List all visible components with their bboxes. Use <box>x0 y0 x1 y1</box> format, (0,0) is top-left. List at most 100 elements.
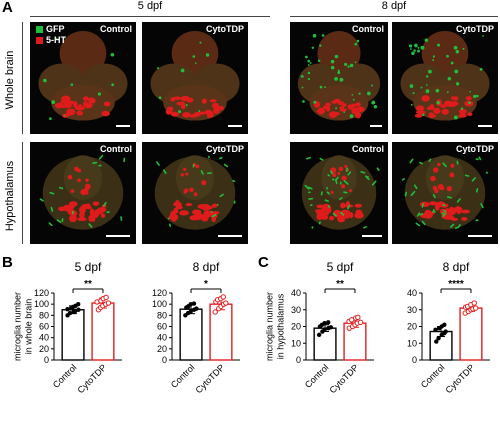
data-point <box>355 314 361 320</box>
y-tick-label: 0 <box>44 355 49 365</box>
micrograph-3: Control <box>290 22 388 134</box>
significance-label: * <box>204 279 208 290</box>
y-tick-label: 30 <box>407 305 417 315</box>
micrograph-tissue <box>401 155 489 230</box>
y-tick-label: 120 <box>152 288 167 298</box>
micrograph-tissue <box>38 30 128 121</box>
chart-3: 5 dpf 0 10 20 30 40 microglia numberin hypotha… <box>265 260 374 395</box>
y-tick-label: 20 <box>39 344 49 354</box>
legend-item-gfp: GFP <box>36 24 65 34</box>
y-tick-label: 0 <box>162 355 167 365</box>
x-tick-label: CytoTDP <box>443 362 476 395</box>
micrograph-label: CytoTDP <box>456 144 494 154</box>
scale-bar <box>228 125 242 127</box>
data-point <box>433 327 438 333</box>
y-tick-label: 20 <box>407 322 417 332</box>
scale-bar <box>116 125 130 127</box>
micrograph-tissue <box>301 155 380 230</box>
micrograph-label: CytoTDP <box>456 24 494 34</box>
data-point <box>443 329 448 334</box>
y-tick-label: 60 <box>157 322 167 332</box>
row-hypo-line <box>22 142 23 244</box>
y-axis-label-line: microglia number <box>13 292 23 361</box>
legend-swatch <box>36 25 43 33</box>
micrograph-label: Control <box>100 144 132 154</box>
panel-letter-c: C <box>258 254 269 271</box>
data-point <box>188 309 193 314</box>
significance-label: ** <box>84 279 92 290</box>
data-point <box>328 325 334 330</box>
y-tick-label: 20 <box>157 344 167 354</box>
data-point <box>322 327 327 333</box>
y-tick-label: 80 <box>39 310 49 320</box>
data-point <box>316 332 322 338</box>
micrograph-tissue <box>400 30 490 121</box>
y-tick-label: 0 <box>296 355 301 365</box>
data-point <box>436 336 441 341</box>
x-tick-label: CytoTDP <box>193 362 226 395</box>
significance-label: **** <box>448 279 464 290</box>
bar-control <box>313 327 337 361</box>
bar-control <box>179 308 203 361</box>
y-axis-label: microglia numberin whole brain <box>13 292 34 361</box>
data-point <box>194 306 199 311</box>
data-point <box>357 319 364 326</box>
y-tick-label: 80 <box>157 310 167 320</box>
bar-control <box>61 309 85 361</box>
scale-bar <box>478 125 492 127</box>
header-8dpf: 8 dpf <box>381 0 407 12</box>
y-tick-label: 40 <box>39 333 49 343</box>
data-point <box>103 294 109 301</box>
scale-bar <box>106 235 130 237</box>
micrograph-tissue <box>39 154 126 230</box>
data-point <box>76 301 81 307</box>
panel-letter-b: B <box>2 254 13 271</box>
legend-text: 5-HT <box>46 35 66 45</box>
x-tick-label: Control <box>51 362 79 390</box>
data-point <box>220 294 226 300</box>
header-5dpf: 5 dpf <box>137 0 163 12</box>
micrograph-label: Control <box>352 144 384 154</box>
micrograph-8: CytoTDP <box>392 142 498 244</box>
y-tick-label: 20 <box>291 322 301 332</box>
legend-text: GFP <box>46 24 65 34</box>
y-tick-label: 120 <box>34 288 49 298</box>
data-point <box>105 300 112 306</box>
data-point <box>223 300 229 306</box>
data-point <box>191 301 197 306</box>
data-point <box>322 320 327 326</box>
y-tick-label: 10 <box>407 338 417 348</box>
micrograph-6: CytoTDP <box>142 142 248 244</box>
scale-bar <box>218 235 242 237</box>
scale-bar <box>362 235 382 237</box>
header-5dpf-line <box>30 16 270 17</box>
y-tick-label: 30 <box>291 305 301 315</box>
y-tick-label: 40 <box>407 288 417 298</box>
data-point <box>67 310 73 316</box>
data-point <box>472 305 479 311</box>
chart-title: 8 dpf <box>443 260 470 274</box>
significance-label: ** <box>336 279 344 290</box>
data-point <box>471 300 477 306</box>
micrograph-1: Control GFP 5-HT <box>30 22 136 134</box>
y-tick-label: 100 <box>152 299 167 309</box>
data-point <box>434 339 439 344</box>
micrograph-7: Control <box>290 142 388 244</box>
x-tick-label: Control <box>303 362 331 390</box>
legend-swatch <box>36 36 43 44</box>
y-tick-label: 60 <box>39 322 49 332</box>
micrograph-tissue <box>154 155 236 230</box>
micrograph-label: CytoTDP <box>206 24 244 34</box>
data-point <box>212 309 218 315</box>
data-point <box>442 322 447 328</box>
y-axis-label-line: microglia number <box>265 292 275 361</box>
chart-title: 5 dpf <box>327 260 354 274</box>
x-tick-label: Control <box>169 362 197 390</box>
x-tick-label: Control <box>419 362 447 390</box>
header-8dpf-line <box>290 16 498 17</box>
x-tick-label: CytoTDP <box>75 362 108 395</box>
micrograph-label: CytoTDP <box>206 144 244 154</box>
row-whole-line <box>22 22 23 134</box>
y-axis-label-line: in whole brain <box>24 299 34 355</box>
